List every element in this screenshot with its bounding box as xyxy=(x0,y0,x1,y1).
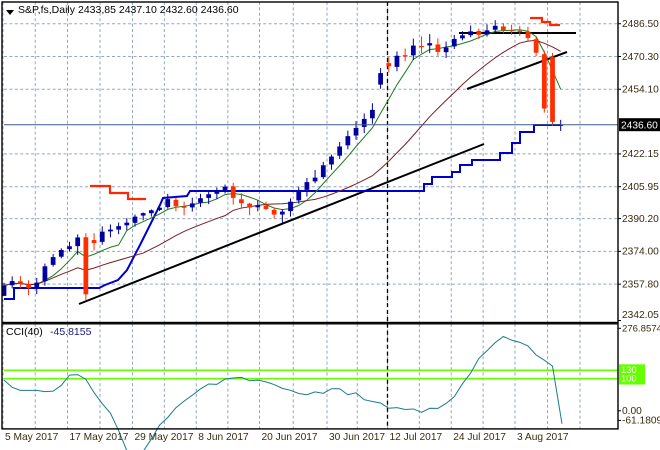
svg-text:24 Jul 2017: 24 Jul 2017 xyxy=(453,432,506,443)
svg-text:-61.1809: -61.1809 xyxy=(622,416,660,427)
svg-text:2390.20: 2390.20 xyxy=(622,214,659,225)
svg-text:2405.95: 2405.95 xyxy=(622,182,659,193)
svg-text:5 May 2017: 5 May 2017 xyxy=(5,432,59,443)
svg-text:S&P,fs,Daily: S&P,fs,Daily xyxy=(18,4,76,16)
svg-text:2422.15: 2422.15 xyxy=(622,149,659,160)
svg-text:2433,85 2437.10 2432.60 2436.6: 2433,85 2437.10 2432.60 2436.60 xyxy=(78,4,239,16)
svg-text:CCI(40): CCI(40) xyxy=(6,326,43,338)
svg-text:2436.60: 2436.60 xyxy=(621,120,658,131)
svg-text:30 Jun 2017: 30 Jun 2017 xyxy=(329,432,385,443)
svg-text:3 Aug 2017: 3 Aug 2017 xyxy=(517,432,569,443)
svg-text:17 May 2017: 17 May 2017 xyxy=(70,432,129,443)
svg-text:2342.05: 2342.05 xyxy=(622,310,659,321)
svg-text:2374.00: 2374.00 xyxy=(622,247,659,258)
svg-text:2470.30: 2470.30 xyxy=(622,52,659,63)
svg-text:12 Jul 2017: 12 Jul 2017 xyxy=(390,432,443,443)
svg-text:100: 100 xyxy=(621,374,637,384)
svg-text:2454.10: 2454.10 xyxy=(622,85,659,96)
svg-text:2486.50: 2486.50 xyxy=(622,19,659,30)
svg-text:20 Jun 2017: 20 Jun 2017 xyxy=(262,432,318,443)
svg-text:8 Jun 2017: 8 Jun 2017 xyxy=(198,432,249,443)
svg-text:-45.8155: -45.8155 xyxy=(50,326,92,338)
svg-text:276.8574: 276.8574 xyxy=(622,324,660,335)
svg-text:2357.80: 2357.80 xyxy=(622,279,659,290)
svg-text:29 May 2017: 29 May 2017 xyxy=(135,432,194,443)
